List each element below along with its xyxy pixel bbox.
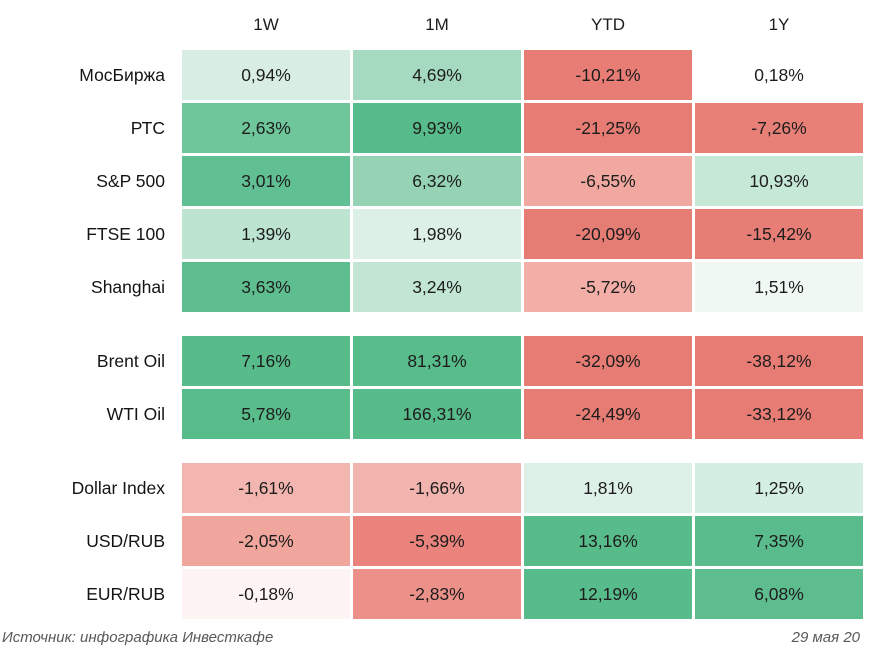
heatmap-cell: 81,31%: [353, 336, 521, 386]
table-row: Brent Oil 7,16% 81,31% -32,09% -38,12%: [0, 336, 874, 386]
heatmap-cell: -1,61%: [182, 463, 350, 513]
row-label: МосБиржа: [79, 64, 165, 85]
heatmap-cell: -21,25%: [524, 103, 692, 153]
row-label: Brent Oil: [96, 350, 165, 371]
heatmap-cell: 6,32%: [353, 156, 521, 206]
heatmap-cell: 3,01%: [182, 156, 350, 206]
row-label: USD/RUB: [86, 530, 165, 551]
column-header-1y: 1Y: [768, 15, 790, 34]
heatmap-cell: -33,12%: [695, 389, 863, 439]
heatmap-cell: 4,69%: [353, 50, 521, 100]
heatmap-cell: -10,21%: [524, 50, 692, 100]
heatmap-cell: 10,93%: [695, 156, 863, 206]
heatmap-cell: 1,51%: [695, 262, 863, 312]
heatmap-cell: 12,19%: [524, 569, 692, 619]
heatmap-body: МосБиржа 0,94% 4,69% -10,21% 0,18% РТС 2,63% 9,…: [0, 50, 874, 619]
footer: Источник: инфографика Инвесткафе 29 мая …: [0, 629, 874, 646]
column-header-1m: 1M: [425, 15, 449, 34]
heatmap-cell: 3,63%: [182, 262, 350, 312]
heatmap-cell: -15,42%: [695, 209, 863, 259]
column-header-ytd: YTD: [591, 15, 625, 34]
table-row: РТС 2,63% 9,93% -21,25% -7,26%: [0, 103, 874, 153]
heatmap-cell: -7,26%: [695, 103, 863, 153]
heatmap-cell: 5,78%: [182, 389, 350, 439]
heatmap-cell: 13,16%: [524, 516, 692, 566]
table-row: Shanghai 3,63% 3,24% -5,72% 1,51%: [0, 262, 874, 312]
row-label: S&P 500: [96, 170, 165, 191]
heatmap-cell: -5,72%: [524, 262, 692, 312]
source-caption: Источник: инфографика Инвесткафе: [2, 629, 274, 646]
heatmap-cell: 9,93%: [353, 103, 521, 153]
heatmap-cell: 1,98%: [353, 209, 521, 259]
row-label: Dollar Index: [71, 477, 165, 498]
row-label: EUR/RUB: [86, 583, 165, 604]
column-header-row: 1W 1M YTD 1Y: [0, 0, 874, 50]
heatmap-cell: 0,18%: [695, 50, 863, 100]
table-row: USD/RUB -2,05% -5,39% 13,16% 7,35%: [0, 516, 874, 566]
date-caption: 29 мая 20: [791, 629, 860, 646]
heatmap-cell: 166,31%: [353, 389, 521, 439]
heatmap-cell: -2,83%: [353, 569, 521, 619]
table-row: FTSE 100 1,39% 1,98% -20,09% -15,42%: [0, 209, 874, 259]
heatmap-cell: 7,16%: [182, 336, 350, 386]
heatmap-cell: -32,09%: [524, 336, 692, 386]
table-row: S&P 500 3,01% 6,32% -6,55% 10,93%: [0, 156, 874, 206]
row-label: FTSE 100: [86, 223, 165, 244]
section-currencies: Dollar Index -1,61% -1,66% 1,81% 1,25% USD/RU…: [0, 463, 874, 619]
heatmap-cell: 0,94%: [182, 50, 350, 100]
table-row: Dollar Index -1,61% -1,66% 1,81% 1,25%: [0, 463, 874, 513]
section-indices: МосБиржа 0,94% 4,69% -10,21% 0,18% РТС 2,63% 9,…: [0, 50, 874, 312]
row-label: РТС: [130, 117, 165, 138]
table-row: EUR/RUB -0,18% -2,83% 12,19% 6,08%: [0, 569, 874, 619]
heatmap-cell: -6,55%: [524, 156, 692, 206]
heatmap-cell: 1,25%: [695, 463, 863, 513]
heatmap-cell: -1,66%: [353, 463, 521, 513]
heatmap-cell: 6,08%: [695, 569, 863, 619]
table-row: МосБиржа 0,94% 4,69% -10,21% 0,18%: [0, 50, 874, 100]
heatmap-cell: -0,18%: [182, 569, 350, 619]
heatmap-cell: -38,12%: [695, 336, 863, 386]
heatmap-cell: -24,49%: [524, 389, 692, 439]
heatmap-cell: -5,39%: [353, 516, 521, 566]
heatmap-cell: 1,81%: [524, 463, 692, 513]
row-label: Shanghai: [91, 276, 165, 297]
section-oil: Brent Oil 7,16% 81,31% -32,09% -38,12% WTI Oi…: [0, 336, 874, 439]
heatmap-cell: 3,24%: [353, 262, 521, 312]
heatmap-cell: 1,39%: [182, 209, 350, 259]
column-header-1w: 1W: [253, 15, 279, 34]
heatmap-cell: -20,09%: [524, 209, 692, 259]
table-row: WTI Oil 5,78% 166,31% -24,49% -33,12%: [0, 389, 874, 439]
row-label: WTI Oil: [106, 403, 165, 424]
header-label-spacer: [0, 0, 179, 50]
heatmap-cell: 7,35%: [695, 516, 863, 566]
heatmap-cell: -2,05%: [182, 516, 350, 566]
heatmap-cell: 2,63%: [182, 103, 350, 153]
